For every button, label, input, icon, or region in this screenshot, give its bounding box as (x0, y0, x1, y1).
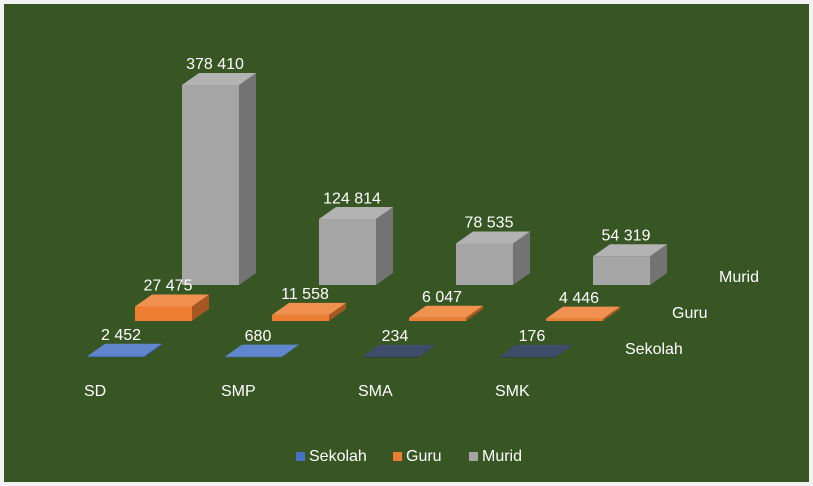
bar-front (272, 314, 329, 321)
bar-side (466, 305, 483, 321)
bar-side (650, 244, 667, 285)
value-label: 680 (245, 328, 272, 345)
bar-side (145, 343, 162, 357)
value-label: 234 (382, 328, 409, 345)
bar (182, 73, 256, 285)
bar-front (225, 356, 282, 358)
bar-top (456, 231, 530, 244)
value-label: 78 535 (465, 215, 514, 232)
bar-front (319, 219, 376, 285)
value-label: 11 558 (281, 286, 329, 303)
legend-label: Guru (406, 448, 442, 465)
x-tick-label: SD (84, 383, 106, 400)
bar-front (135, 306, 192, 321)
bar-top (362, 344, 436, 357)
x-tick-label: SMK (495, 383, 530, 400)
bar-front (546, 318, 603, 321)
bar-top (272, 302, 346, 315)
value-label: 378 410 (186, 56, 244, 73)
legend-label: Murid (482, 448, 522, 465)
bar (319, 207, 393, 285)
legend-swatch (469, 452, 478, 461)
bar-front (362, 356, 419, 358)
bar-side (603, 306, 620, 321)
value-label: 6 047 (422, 289, 462, 306)
bar-top (499, 344, 573, 357)
series-label: Murid (719, 269, 759, 286)
bar-side (419, 344, 436, 357)
series-label: Sekolah (625, 341, 683, 358)
bar-top (225, 344, 299, 357)
bar-side (513, 231, 530, 285)
bar (546, 306, 620, 321)
bar (225, 344, 299, 358)
bar-side (329, 302, 346, 321)
bar-side (282, 344, 299, 357)
bar-top (546, 306, 620, 319)
bar (456, 231, 530, 285)
bar-top (88, 343, 162, 356)
bar (362, 344, 436, 358)
bar-front (499, 356, 556, 358)
bar-side (239, 73, 256, 285)
bar-front (182, 85, 239, 285)
legend-swatch (393, 452, 402, 461)
bar-top (182, 73, 256, 85)
legend-label: Sekolah (309, 448, 367, 465)
value-label: 124 814 (323, 190, 381, 207)
bar-side (376, 207, 393, 285)
bar (409, 305, 483, 321)
bar (499, 344, 573, 358)
bar (272, 302, 346, 321)
bar (593, 244, 667, 285)
bar-front (88, 355, 145, 357)
bar-front (593, 256, 650, 285)
bar-side (556, 344, 573, 357)
bar-front (456, 243, 513, 285)
plot-background (4, 4, 809, 482)
value-label: 176 (519, 328, 546, 345)
bar (135, 294, 209, 321)
bar (88, 343, 162, 357)
bar-side (192, 294, 209, 321)
bar-top (319, 207, 393, 220)
bar-front (409, 317, 466, 321)
bar-top (135, 294, 209, 307)
series-label: Guru (672, 305, 708, 322)
x-tick-label: SMA (358, 383, 393, 400)
bar-top (593, 244, 667, 257)
value-label: 27 475 (144, 278, 193, 295)
bar-top (409, 305, 483, 318)
legend-swatch (296, 452, 305, 461)
value-label: 54 319 (602, 228, 651, 245)
value-label: 4 446 (559, 290, 599, 307)
x-tick-label: SMP (221, 383, 256, 400)
value-label: 2 452 (101, 327, 141, 344)
